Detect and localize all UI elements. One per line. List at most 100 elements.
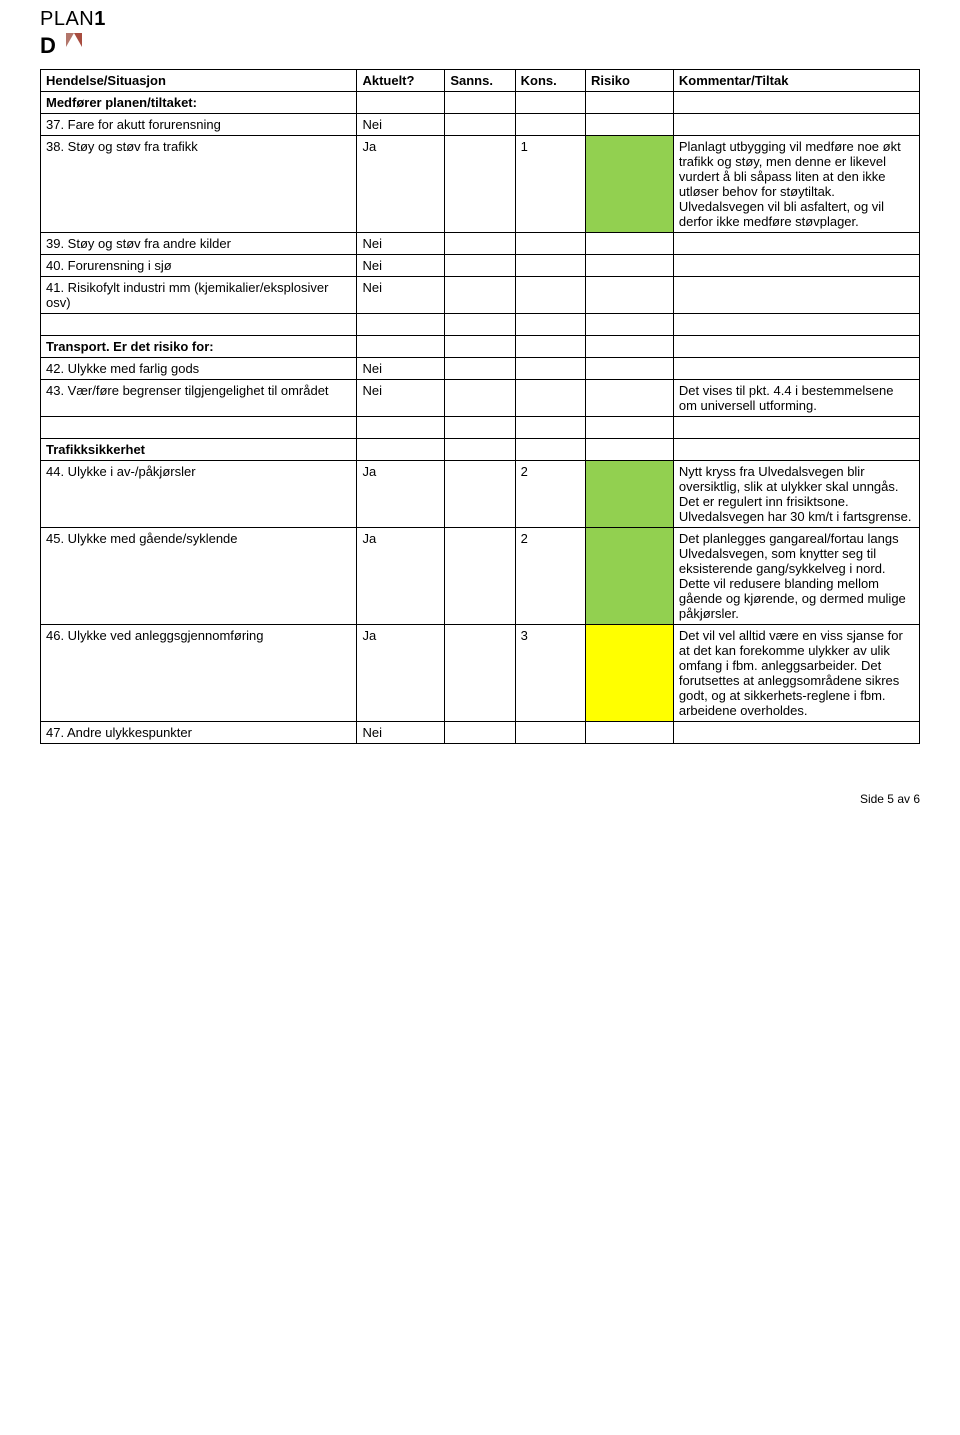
cell-sanns <box>445 358 515 380</box>
th-sanns: Sanns. <box>445 70 515 92</box>
cell-kommentar <box>673 114 919 136</box>
cell-kons <box>515 233 585 255</box>
empty-cell <box>673 92 919 114</box>
section-spacer <box>41 314 920 336</box>
cell-kons <box>515 358 585 380</box>
table-row: 43. Vær/føre begrenser tilgjengelighet t… <box>41 380 920 417</box>
cell-aktuelt: Nei <box>357 380 445 417</box>
cell-risiko <box>585 528 673 625</box>
cell-aktuelt: Ja <box>357 136 445 233</box>
cell-hendelse: 40. Forurensning i sjø <box>41 255 357 277</box>
cell-hendelse: 44. Ulykke i av-/påkjørsler <box>41 461 357 528</box>
cell-kommentar <box>673 255 919 277</box>
th-risiko: Risiko <box>585 70 673 92</box>
table-row: 37. Fare for akutt forurensningNei <box>41 114 920 136</box>
empty-cell <box>585 439 673 461</box>
empty-cell <box>585 92 673 114</box>
logo-part2: 1 <box>94 8 106 30</box>
table-row: 40. Forurensning i sjøNei <box>41 255 920 277</box>
spacer-cell <box>445 417 515 439</box>
cell-risiko <box>585 722 673 744</box>
empty-cell <box>357 336 445 358</box>
cell-aktuelt: Nei <box>357 255 445 277</box>
cell-hendelse: 47. Andre ulykkespunkter <box>41 722 357 744</box>
logo: PLAN1 <box>0 0 960 33</box>
cell-risiko <box>585 255 673 277</box>
empty-cell <box>357 439 445 461</box>
spacer-cell <box>585 314 673 336</box>
cell-aktuelt: Nei <box>357 277 445 314</box>
section-spacer <box>41 417 920 439</box>
empty-cell <box>357 92 445 114</box>
page-number: Side 5 av 6 <box>860 792 920 806</box>
cell-sanns <box>445 114 515 136</box>
spacer-cell <box>357 417 445 439</box>
table-row: 41. Risikofylt industri mm (kjemikalier/… <box>41 277 920 314</box>
cell-hendelse: 45. Ulykke med gående/syklende <box>41 528 357 625</box>
empty-cell <box>515 92 585 114</box>
cell-aktuelt: Ja <box>357 625 445 722</box>
cell-sanns <box>445 255 515 277</box>
cell-kommentar: Det vises til pkt. 4.4 i bestemmelsene o… <box>673 380 919 417</box>
table-row: 38. Støy og støv fra trafikkJa1Planlagt … <box>41 136 920 233</box>
empty-cell <box>445 439 515 461</box>
cell-risiko <box>585 461 673 528</box>
section-title-row: Transport. Er det risiko for: <box>41 336 920 358</box>
cell-kommentar: Det vil vel alltid være en viss sjanse f… <box>673 625 919 722</box>
cell-risiko <box>585 625 673 722</box>
spacer-cell <box>41 314 357 336</box>
cell-risiko <box>585 277 673 314</box>
page-footer: Side 5 av 6 <box>0 764 960 806</box>
cell-kommentar <box>673 358 919 380</box>
spacer-cell <box>445 314 515 336</box>
table-row: 45. Ulykke med gående/syklendeJa 2 Det pla… <box>41 528 920 625</box>
spacer-cell <box>357 314 445 336</box>
cell-aktuelt: Nei <box>357 114 445 136</box>
cell-kommentar: Det planlegges gangareal/fortau langs Ul… <box>673 528 919 625</box>
cell-kommentar <box>673 722 919 744</box>
cell-hendelse: 41. Risikofylt industri mm (kjemikalier/… <box>41 277 357 314</box>
cell-sanns <box>445 233 515 255</box>
section-title-row: Medfører planen/tiltaket: <box>41 92 920 114</box>
table-row: 46. Ulykke ved anleggsgjennomføringJa 3 De… <box>41 625 920 722</box>
section-title: Transport. Er det risiko for: <box>41 336 357 358</box>
cell-hendelse: 37. Fare for akutt forurensning <box>41 114 357 136</box>
cell-aktuelt: Nei <box>357 722 445 744</box>
empty-cell <box>445 336 515 358</box>
cell-risiko <box>585 114 673 136</box>
cell-hendelse: 46. Ulykke ved anleggsgjennomføring <box>41 625 357 722</box>
cell-kommentar <box>673 277 919 314</box>
th-kons: Kons. <box>515 70 585 92</box>
cell-sanns <box>445 136 515 233</box>
spacer-cell <box>673 314 919 336</box>
spacer-cell <box>515 314 585 336</box>
cell-kons: 2 <box>515 528 585 625</box>
table-row: 42. Ulykke med farlig godsNei <box>41 358 920 380</box>
spacer-cell <box>673 417 919 439</box>
cell-sanns <box>445 528 515 625</box>
table-row: 44. Ulykke i av-/påkjørslerJa2Nytt kryss… <box>41 461 920 528</box>
section-title: Trafikksikkerhet <box>41 439 357 461</box>
table-header-row: Hendelse/Situasjon Aktuelt? Sanns. Kons.… <box>41 70 920 92</box>
cell-aktuelt: Ja <box>357 528 445 625</box>
cell-risiko <box>585 136 673 233</box>
th-kommentar: Kommentar/Tiltak <box>673 70 919 92</box>
cell-kons: 2 <box>515 461 585 528</box>
cell-sanns <box>445 461 515 528</box>
empty-cell <box>673 336 919 358</box>
cell-kons: 1 <box>515 136 585 233</box>
section-title: Medfører planen/tiltaket: <box>41 92 357 114</box>
th-hendelse: Hendelse/Situasjon <box>41 70 357 92</box>
logo-sub-letter: D <box>40 33 56 58</box>
table-row: 39. Støy og støv fra andre kilderNei <box>41 233 920 255</box>
spacer-cell <box>585 417 673 439</box>
cell-risiko <box>585 233 673 255</box>
cell-hendelse: 38. Støy og støv fra trafikk <box>41 136 357 233</box>
cell-kommentar: Nytt kryss fra Ulvedalsvegen blir oversi… <box>673 461 919 528</box>
cell-sanns <box>445 722 515 744</box>
cell-kons <box>515 380 585 417</box>
cell-aktuelt: Nei <box>357 233 445 255</box>
empty-cell <box>515 439 585 461</box>
cell-kons: 3 <box>515 625 585 722</box>
risk-table: Hendelse/Situasjon Aktuelt? Sanns. Kons.… <box>40 69 920 744</box>
